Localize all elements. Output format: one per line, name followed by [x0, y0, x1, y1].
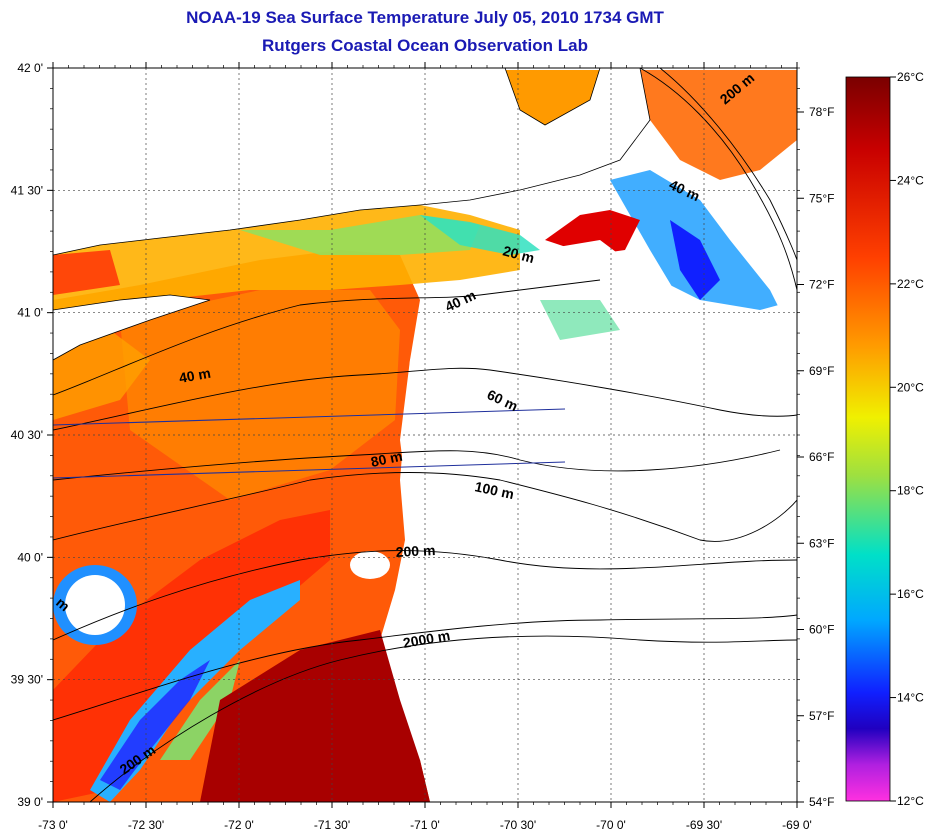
fahrenheit-label: 57°F — [809, 709, 834, 723]
colorbar — [845, 76, 891, 802]
contour-label: 40 m — [443, 287, 479, 315]
lat-lon-grid — [53, 68, 797, 802]
colorbar-label: 24°C — [897, 173, 924, 187]
fahrenheit-label: 66°F — [809, 450, 834, 464]
lat-tick-label: 42 0' — [17, 61, 43, 75]
fahrenheit-label: 75°F — [809, 191, 834, 205]
map-title: NOAA-19 Sea Surface Temperature July 05,… — [186, 8, 664, 27]
colorbar-label: 14°C — [897, 691, 924, 705]
bathymetry-contours — [53, 68, 797, 802]
lon-tick-label: -72 30' — [128, 818, 164, 832]
lon-tick-label: -70 0' — [596, 818, 626, 832]
lat-tick-label: 39 30' — [11, 673, 43, 687]
lat-tick-label: 40 0' — [17, 550, 43, 564]
lon-tick-label: -70 30' — [500, 818, 536, 832]
contour-label: 80 m — [369, 448, 404, 470]
lon-tick-label: -73 0' — [38, 818, 68, 832]
lon-tick-label: -69 30' — [686, 818, 722, 832]
lat-tick-label: 41 0' — [17, 306, 43, 320]
lat-tick-label: 40 30' — [11, 428, 43, 442]
land — [53, 68, 797, 802]
colorbar-label: 16°C — [897, 587, 924, 601]
fahrenheit-label: 63°F — [809, 536, 834, 550]
lon-tick-label: -69 0' — [782, 818, 812, 832]
fahrenheit-label: 72°F — [809, 278, 834, 292]
map-axes: -73 0' -72 30' -72 0' -71 30' -71 0' -70 30' -… — [11, 61, 835, 832]
colorbar-label: 26°C — [897, 70, 924, 84]
colorbar-label: 20°C — [897, 380, 924, 394]
contour-label: 200 m — [395, 542, 435, 560]
fahrenheit-label: 69°F — [809, 364, 834, 378]
fahrenheit-label: 54°F — [809, 795, 834, 809]
map-subtitle: Rutgers Coastal Ocean Observation Lab — [262, 36, 588, 55]
colorbar-label: 12°C — [897, 794, 924, 808]
lon-tick-label: -72 0' — [224, 818, 254, 832]
lat-tick-label: 41 30' — [11, 183, 43, 197]
colorbar-label: 18°C — [897, 484, 924, 498]
ground-tracks — [53, 408, 566, 479]
colorbar-label: 22°C — [897, 277, 924, 291]
contour-label: 40 m — [178, 365, 212, 386]
contour-label: 20 m — [501, 242, 536, 266]
fahrenheit-label: 60°F — [809, 623, 834, 637]
colorbar-labels: 26°C 24°C 22°C 20°C 18°C 16°C 14°C 12°C — [890, 70, 924, 808]
lon-tick-label: -71 30' — [314, 818, 350, 832]
lat-tick-label: 39 0' — [17, 795, 43, 809]
lon-tick-label: -71 0' — [410, 818, 440, 832]
fahrenheit-label: 78°F — [809, 105, 834, 119]
